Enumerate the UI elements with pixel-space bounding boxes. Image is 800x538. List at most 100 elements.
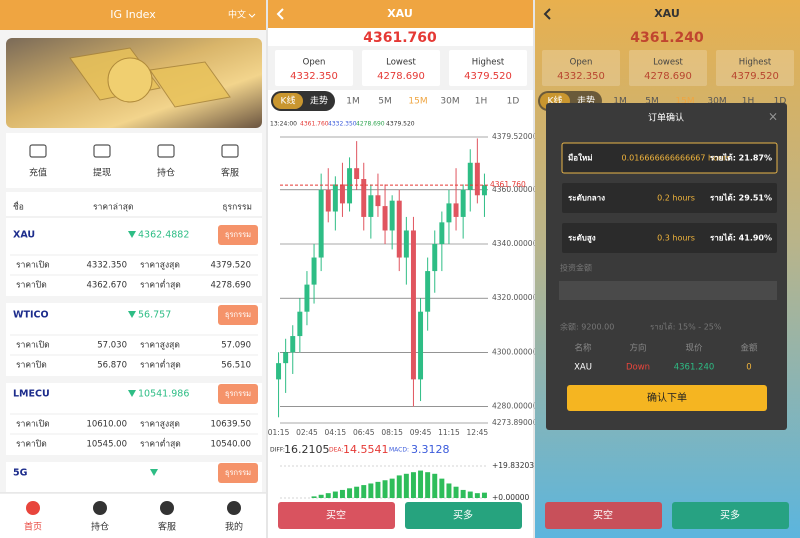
menu-label[interactable]: 提现 bbox=[93, 168, 111, 179]
column-header: ราคาล่าสุด bbox=[93, 203, 134, 213]
confirm-label: 确认下单 bbox=[647, 391, 687, 404]
timeframe-tab[interactable]: 1D bbox=[507, 97, 520, 107]
y-tick-label: 4340.00000 bbox=[492, 239, 538, 248]
timeframe-tab[interactable]: 15M bbox=[408, 97, 427, 107]
down-arrow bbox=[128, 390, 136, 397]
buy-button[interactable] bbox=[405, 502, 522, 529]
candle-body bbox=[453, 203, 459, 217]
candle-body bbox=[276, 363, 282, 380]
duration-option[interactable] bbox=[562, 183, 777, 213]
field-value: 10545.00 bbox=[86, 440, 127, 450]
menu-label[interactable]: 充值 bbox=[29, 167, 47, 179]
sell-label: 买空 bbox=[326, 509, 346, 522]
ohlc-legend: 13:24:00 bbox=[270, 121, 297, 128]
table-cell: 0 bbox=[746, 363, 751, 373]
macd-bar bbox=[403, 473, 409, 498]
trade-button[interactable] bbox=[218, 384, 258, 404]
nav-icon bbox=[26, 501, 40, 515]
field-value: 56.510 bbox=[221, 361, 251, 371]
candle-body bbox=[368, 195, 374, 217]
macd-bar bbox=[332, 491, 338, 498]
menu-label[interactable]: 客服 bbox=[221, 167, 239, 179]
macd-bar bbox=[311, 496, 317, 498]
candle-body bbox=[375, 195, 381, 207]
modal-close[interactable]: × bbox=[768, 110, 778, 124]
nav-icon bbox=[160, 501, 174, 515]
stat-box bbox=[275, 50, 353, 86]
field-value: 4332.350 bbox=[86, 261, 127, 271]
menu-label[interactable]: 持仓 bbox=[157, 167, 175, 179]
timeframe-tab[interactable]: 1H bbox=[475, 97, 488, 107]
menu-card bbox=[6, 133, 262, 188]
y-tick-label: 4320.00000 bbox=[492, 293, 538, 302]
trade-button[interactable] bbox=[218, 225, 258, 245]
candle-body bbox=[347, 168, 353, 204]
bottom-nav bbox=[0, 493, 266, 538]
candle-body bbox=[311, 257, 317, 285]
nav-label[interactable]: 客服 bbox=[158, 521, 176, 533]
macd-bar bbox=[389, 478, 395, 498]
timeframe-tab[interactable]: 5M bbox=[645, 97, 659, 107]
menu-icon bbox=[93, 144, 111, 158]
timeframe-tab[interactable]: 1H bbox=[742, 97, 755, 107]
timeframe-tab[interactable]: 5M bbox=[378, 97, 392, 107]
y-tick-label: 4379.52000 bbox=[492, 132, 538, 141]
back-button[interactable] bbox=[543, 8, 551, 20]
option-profit: รายได้: 29.51% bbox=[710, 193, 772, 203]
stat-label: Open bbox=[303, 58, 326, 68]
timeframe-tab[interactable]: 1M bbox=[346, 97, 360, 107]
macd-bar bbox=[361, 485, 367, 498]
item-gap bbox=[6, 296, 262, 303]
x-tick-label: 06:45 bbox=[353, 428, 375, 437]
option-profit: รายได้: 41.90% bbox=[710, 233, 772, 243]
macd-bar bbox=[453, 486, 459, 498]
confirm-button[interactable] bbox=[567, 385, 767, 411]
option-level: มือใหม่ bbox=[568, 153, 593, 163]
nav-label[interactable]: 持仓 bbox=[91, 521, 109, 533]
macd-bar bbox=[396, 475, 402, 498]
timeframe-tab[interactable]: 15M bbox=[675, 97, 694, 107]
candle-body bbox=[318, 189, 324, 258]
ohlc-legend: 4361.760 bbox=[300, 121, 329, 128]
nav-label[interactable]: 我的 bbox=[225, 521, 243, 533]
duration-option[interactable] bbox=[561, 142, 778, 174]
macd-bar bbox=[368, 483, 374, 498]
table-header: 名称 bbox=[574, 343, 592, 354]
duration-option[interactable] bbox=[562, 223, 777, 253]
macd-bar bbox=[339, 489, 345, 498]
x-tick-label: 04:15 bbox=[325, 428, 347, 437]
buy-button[interactable] bbox=[672, 502, 789, 529]
timeframe-tab[interactable]: 1D bbox=[774, 97, 787, 107]
trade-button[interactable] bbox=[218, 463, 258, 483]
back-button[interactable] bbox=[276, 8, 284, 20]
field-label: ราคาสูงสุด bbox=[140, 261, 180, 271]
candle-body bbox=[361, 179, 367, 217]
timeframe-tab[interactable]: K线 bbox=[281, 95, 296, 107]
nav-icon bbox=[227, 501, 241, 515]
nav-icon bbox=[93, 501, 107, 515]
nav-label[interactable]: 首页 bbox=[24, 521, 42, 533]
table-cell: XAU bbox=[574, 363, 592, 373]
timeframe-tab[interactable]: 30M bbox=[707, 97, 726, 107]
sell-button[interactable] bbox=[278, 502, 395, 529]
timeframe-tab[interactable]: 30M bbox=[440, 97, 459, 107]
language-switch[interactable]: 中文 bbox=[228, 9, 246, 21]
amount-input[interactable] bbox=[559, 281, 777, 300]
down-arrow bbox=[150, 469, 158, 476]
sell-button[interactable] bbox=[545, 502, 662, 529]
field-value: 57.030 bbox=[97, 341, 127, 351]
macd-bar bbox=[467, 491, 473, 498]
stat-label: Highest bbox=[472, 58, 505, 68]
current-price: 4361.240 bbox=[630, 30, 704, 46]
timeframe-tab[interactable]: 走势 bbox=[310, 95, 328, 107]
candle-body bbox=[474, 162, 480, 196]
timeframe-tab[interactable]: 1M bbox=[613, 97, 627, 107]
macd-label: 3.3128 bbox=[411, 443, 450, 456]
macd-bar bbox=[347, 488, 353, 498]
last-price: 4362.4882 bbox=[138, 230, 189, 241]
y-tick-label: 4280.00000 bbox=[492, 401, 538, 410]
item-gap bbox=[6, 376, 262, 383]
header bbox=[268, 0, 533, 28]
y-tick-label: +0.00000 bbox=[492, 493, 530, 502]
trade-button[interactable] bbox=[218, 305, 258, 325]
